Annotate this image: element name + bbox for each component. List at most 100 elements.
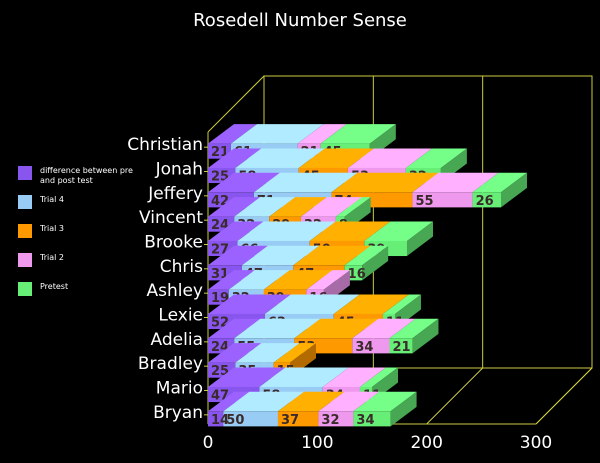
data-label: 34 [355, 340, 373, 355]
bar-top-face [389, 318, 439, 339]
bar-segment [412, 192, 473, 208]
bar-top-face [228, 270, 290, 290]
bar-segment [472, 192, 502, 208]
category-label: Bryan [153, 403, 203, 423]
legend-label: Trial 3 [40, 224, 64, 233]
bar-top-face [472, 172, 528, 193]
bar-segment [353, 411, 391, 427]
category-label: Jonah [155, 160, 203, 180]
bar-segment [352, 338, 390, 354]
bar-top-face [264, 294, 360, 314]
category-label: Ashley [146, 281, 203, 301]
legend-label: Trial 2 [40, 253, 64, 262]
bar-segment [389, 338, 413, 354]
bar-top-face [309, 221, 391, 241]
bar-top-face [208, 148, 262, 168]
bar-top-face [208, 294, 291, 314]
bar-top-face [234, 318, 321, 339]
data-label: 32 [321, 413, 339, 428]
bar-end-face [501, 172, 528, 208]
bar-top-face [208, 221, 264, 241]
bar-top-face [306, 270, 350, 290]
legend-swatch [18, 253, 32, 267]
legend-item: Trial 3 [18, 224, 138, 253]
bar-top-face [269, 197, 327, 217]
bar-top-face [294, 318, 379, 339]
category-label: Mario [156, 379, 203, 399]
bar-top-face [263, 270, 333, 290]
data-label: 50 [226, 413, 244, 428]
bar-segment [318, 411, 354, 427]
category-label: Adelia [151, 330, 203, 350]
data-label: 26 [476, 194, 494, 209]
bar-top-face [234, 197, 296, 217]
category-label: Bradley [138, 354, 203, 374]
data-label: 34 [356, 413, 374, 428]
bar-top-face [382, 294, 421, 314]
legend-swatch [18, 195, 32, 209]
bar-top-face [364, 221, 433, 241]
bar-top-face [208, 318, 261, 339]
legend-label: Trial 4 [40, 195, 64, 204]
legend-item: Trial 2 [18, 253, 138, 282]
bar-top-face [208, 245, 268, 266]
bar-top-face [353, 391, 417, 412]
x-tick-label: 200 [410, 433, 442, 453]
bar-top-face [352, 318, 416, 339]
bar-end-face [412, 318, 439, 354]
bar-segment [208, 289, 229, 305]
data-label: 14 [211, 413, 229, 428]
bar-top-face [208, 270, 255, 290]
bar-top-face [241, 245, 320, 266]
legend-swatch [18, 166, 32, 180]
bar-top-face [300, 197, 362, 217]
chart-title: Rosedell Number Sense [193, 10, 407, 31]
bar-top-face [208, 124, 257, 144]
gridline-floor [426, 367, 484, 425]
bar-top-face [359, 367, 398, 387]
category-label: Jeffery [147, 184, 203, 204]
category-label: Lexie [158, 306, 203, 326]
left-wall-top-edge [207, 75, 265, 133]
bar-top-face [335, 197, 371, 217]
bar-top-face [298, 148, 374, 168]
legend: difference between pre and post test Tria… [18, 166, 138, 311]
data-label: 37 [281, 413, 299, 428]
bar-top-face [344, 245, 389, 266]
category-label: Christian [127, 135, 203, 155]
x-tick-label: 0 [203, 433, 214, 453]
category-label: Brooke [144, 233, 203, 253]
legend-swatch [18, 282, 32, 296]
bar-end-face [406, 221, 433, 257]
legend-swatch [18, 224, 32, 238]
bar-top-face [318, 391, 380, 412]
x-tick-label: 100 [301, 433, 333, 453]
bar-top-face [347, 148, 432, 168]
data-label: 55 [415, 194, 433, 209]
legend-label: difference between pre and post test [40, 166, 133, 185]
category-label: Vincent [139, 208, 203, 228]
legend-item: Pretest [18, 282, 138, 311]
bar-top-face [273, 343, 316, 363]
legend-item: Trial 4 [18, 195, 138, 224]
bar-top-face [208, 391, 250, 412]
bar-top-face [322, 367, 386, 387]
data-label: 16 [348, 267, 366, 282]
bar-top-face [253, 172, 358, 193]
bar-top-face [208, 343, 262, 363]
bar-top-face [208, 197, 261, 217]
x-tick-label: 300 [520, 433, 552, 453]
bar-top-face [235, 343, 300, 363]
bar-top-face [208, 172, 280, 193]
bar-top-face [293, 245, 371, 266]
bar-top-face [412, 172, 499, 193]
bar-segment [277, 411, 319, 427]
bar-top-face [223, 391, 304, 412]
bar-segment [223, 411, 278, 427]
bar-end-face [390, 391, 417, 427]
data-label: 21 [392, 340, 410, 355]
bar-segment [208, 411, 224, 427]
bar-top-face [277, 391, 345, 412]
category-label: Chris [160, 257, 203, 277]
